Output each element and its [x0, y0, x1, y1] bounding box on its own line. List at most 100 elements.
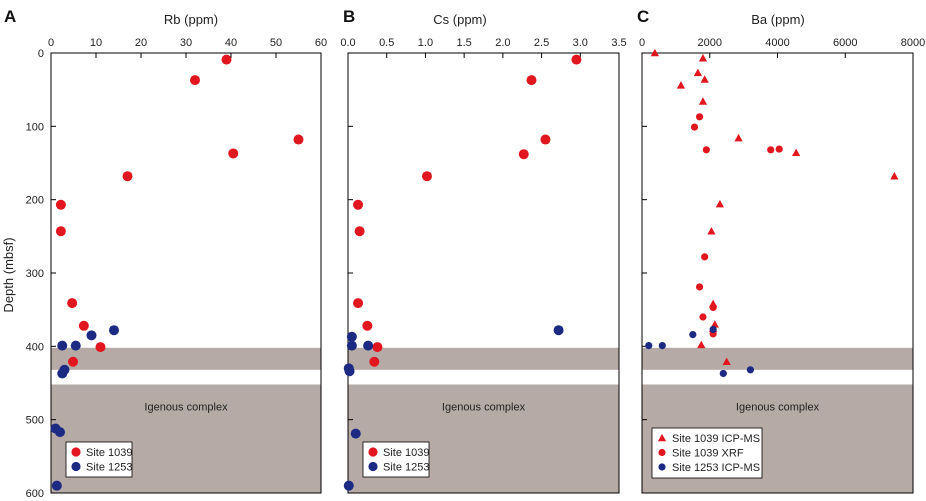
panel-b-series-0-point-3: [518, 149, 529, 160]
panel-c-series-1-point-7: [709, 303, 717, 312]
panel-b-series-1-point-5: [344, 366, 355, 377]
panel-c-series-1-point-3: [767, 146, 775, 154]
panel-a-x-tick-label-2: 20: [135, 37, 147, 49]
panel-c-series-0-point-5: [698, 97, 708, 105]
panel-a-series-0-point-5: [55, 199, 66, 210]
y-tick-label-3: 300: [26, 268, 44, 280]
panel-a-legend-marker-0: [71, 447, 81, 457]
panel-c-shaded-interval-0: [642, 347, 913, 370]
panel-a-series-0-point-2: [293, 134, 304, 145]
panel-b-x-tick-label-1: 0.5: [379, 37, 394, 49]
panel-b-series-1-point-0: [553, 325, 564, 336]
panel-c-series-2-point-4: [719, 369, 727, 378]
panel-b-shaded-interval-0: [348, 347, 619, 370]
panel-a-x-tick-label-4: 40: [225, 37, 237, 49]
panel-a-series-0-point-7: [67, 298, 78, 309]
y-axis-label: Depth (mbsf): [1, 237, 16, 312]
panel-c-legend-marker-2: [658, 463, 666, 471]
panel-b-series-1-point-1: [346, 331, 357, 342]
panel-c-legend-box: [651, 427, 763, 479]
panel-a-series-0-point-8: [78, 320, 89, 331]
panel-b-x-tick-label-0: 0.0: [340, 37, 355, 49]
panel-b-legend-label-0: Site 1039: [383, 447, 429, 459]
y-tick-label-1: 100: [26, 121, 44, 133]
y-tick-label-6: 600: [26, 488, 44, 500]
panel-b-series-0-point-0: [571, 54, 582, 65]
panel-a-legend-label-1: Site 1253: [86, 462, 132, 474]
panel-c-x-tick-label-1: 2000: [698, 37, 722, 49]
panel-a-x-tick-label-6: 60: [315, 37, 327, 49]
panel-c-series-2-point-1: [709, 325, 717, 334]
panel-c-band-label: Igenous complex: [736, 401, 820, 413]
panel-c-series-1-point-0: [695, 113, 704, 121]
panel-a-x-tick-label-3: 30: [180, 37, 192, 49]
panel-a-series-0-point-9: [95, 342, 106, 353]
panel-b-legend-marker-1: [368, 461, 378, 472]
panel-c-plot: Igenous complex 0 2000 4000 6000 8000 Site 103…: [639, 37, 925, 494]
panel-c-series-0-point-2: [693, 68, 703, 77]
panel-c-series-2-point-0: [689, 331, 697, 339]
panel-b-band-label: Igenous complex: [442, 401, 526, 413]
panel-b-series-1-point-7: [343, 480, 354, 491]
panel-c-x-tick-label-2: 4000: [765, 37, 789, 49]
y-tick-label-2: 200: [26, 195, 44, 207]
y-tick-label-4: 400: [26, 341, 44, 353]
panel-c-legend-marker-1: [658, 448, 666, 457]
panel-c-series-0-point-7: [791, 148, 801, 157]
panel-a-x-axis-label: Rb (ppm): [164, 12, 218, 27]
panel-c-series-0-point-3: [700, 75, 709, 83]
panel-a-series-0-point-10: [68, 356, 79, 367]
panel-a-series-0-point-6: [55, 226, 66, 237]
panel-c-series-1-point-4: [775, 145, 783, 153]
panel-c-series-1-point-2: [702, 146, 710, 154]
panel-c-series-0-point-4: [676, 81, 686, 89]
panel-c-series-0-point-15: [722, 357, 731, 366]
panel-b-legend-label-1: Site 1253: [383, 462, 429, 474]
panel-b-plot: Igenous complex 0.0 0.5 1.0 1.5 2.0 2.5 3.0 3.5 S…: [340, 37, 627, 494]
panel-b-x-tick-label-2: 1.0: [418, 37, 433, 49]
panel-a-x-tick-label-0: 0: [48, 37, 54, 49]
panel-a-series-1-point-8: [51, 480, 62, 491]
panel-a-band-label: Igenous complex: [144, 401, 228, 413]
panel-c-x-tick-label-3: 6000: [833, 37, 857, 49]
panel-c-series-1-point-6: [695, 283, 704, 291]
panel-c-legend-label-1: Site 1039 XRF: [672, 448, 744, 460]
panel-c-series-1-point-5: [701, 253, 709, 261]
panel-a-x-tick-label-1: 10: [90, 37, 102, 49]
panel-a-series-0-point-1: [190, 75, 200, 86]
panel-b-series-0-point-9: [372, 342, 383, 353]
panel-c-series-0-point-10: [707, 227, 716, 235]
panel-a-series-0-point-4: [122, 171, 133, 182]
panel-a-series-1-point-5: [57, 368, 68, 379]
panel-c-series-2-point-3: [658, 342, 666, 350]
panel-b-x-tick-label-7: 3.5: [611, 37, 626, 49]
panel-c-series-0-point-8: [890, 172, 899, 180]
panel-c-legend-label-2: Site 1253 ICP-MS: [672, 462, 760, 474]
panel-b-x-tick-label-5: 2.5: [534, 37, 549, 49]
panel-c-legend-marker-0: [657, 433, 667, 442]
panel-b-x-axis-label: Cs (ppm): [433, 12, 486, 27]
panel-c-legend-label-0: Site 1039 ICP-MS: [672, 433, 760, 445]
panel-b-series-0-point-10: [369, 356, 380, 367]
panel-c-x-axis-label: Ba (ppm): [751, 12, 804, 27]
panel-a-series-1-point-3: [57, 340, 68, 351]
panel-b-series-0-point-6: [354, 226, 365, 237]
y-tick-label-5: 500: [26, 415, 44, 427]
panel-c-series-0-point-9: [715, 199, 725, 208]
y-tick-label-0: 0: [38, 48, 44, 60]
panel-c-x-tick-label-4: 8000: [901, 37, 925, 49]
panel-c-series-1-point-1: [690, 123, 699, 131]
panel-c-series-2-point-5: [746, 366, 755, 374]
panel-c-series-1-point-8: [699, 313, 707, 321]
panel-c-series-0-point-14: [697, 340, 706, 349]
panel-b-letter: B: [343, 7, 355, 26]
panel-c-letter: C: [637, 7, 649, 26]
panel-a-series-0-point-0: [221, 54, 232, 65]
panel-a-legend-label-0: Site 1039: [86, 447, 132, 459]
panel-b-series-0-point-2: [540, 134, 551, 145]
panel-b-series-1-point-3: [363, 340, 374, 351]
panel-b-series-0-point-7: [353, 298, 364, 309]
panel-c-series-2-point-2: [645, 342, 653, 350]
panel-a-letter: A: [4, 7, 16, 26]
